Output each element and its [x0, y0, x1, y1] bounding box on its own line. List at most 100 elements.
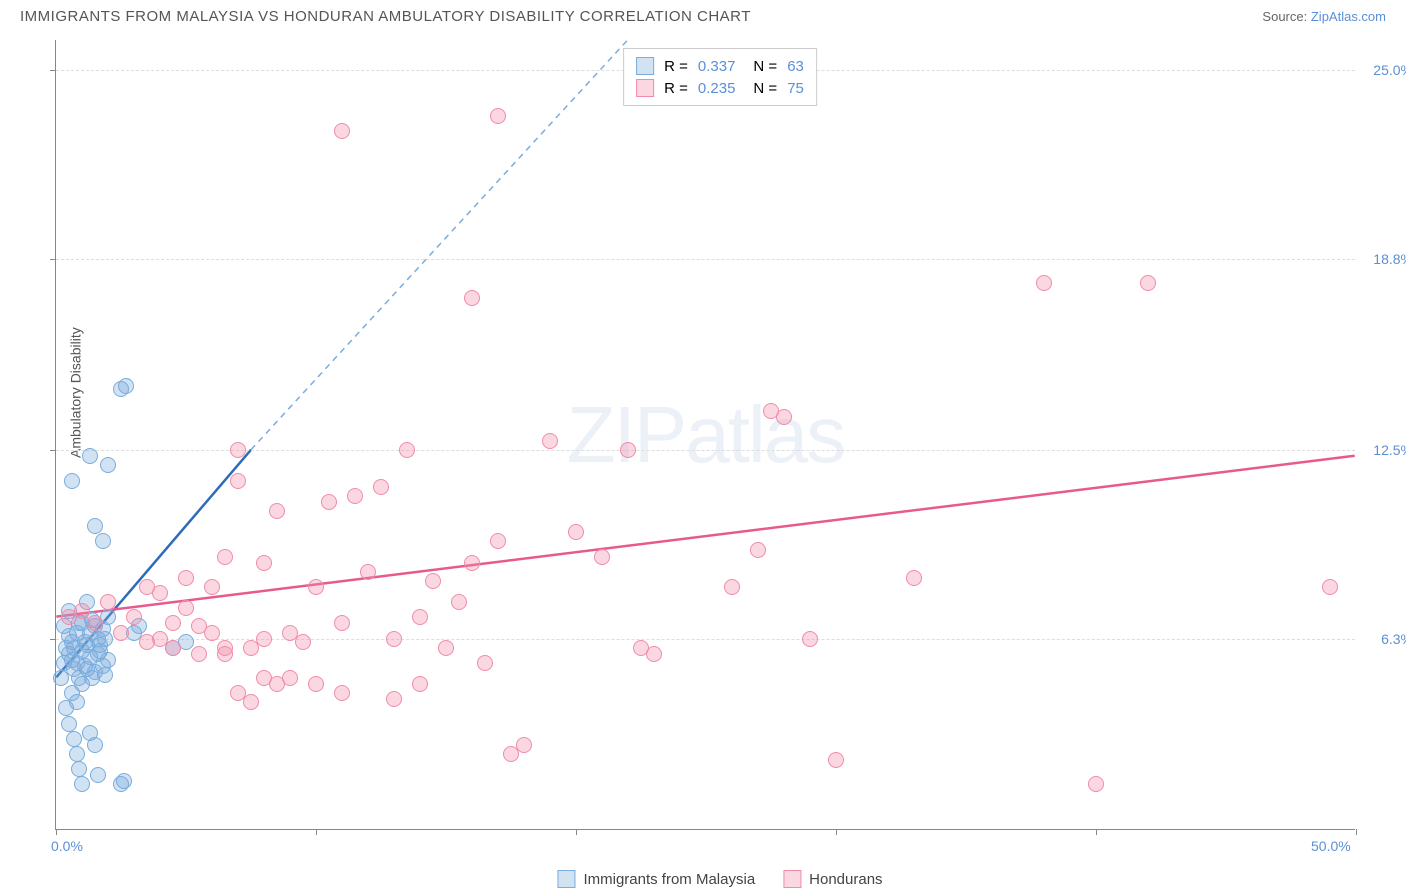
scatter-point [204, 625, 220, 641]
scatter-point [74, 776, 90, 792]
scatter-point [334, 685, 350, 701]
scatter-point [282, 670, 298, 686]
scatter-point [61, 716, 77, 732]
legend-swatch-icon [783, 870, 801, 888]
scatter-point [74, 603, 90, 619]
scatter-point [490, 533, 506, 549]
r-value-2: 0.235 [698, 80, 736, 97]
scatter-point [217, 549, 233, 565]
chart-container: Ambulatory Disability ZIPatlas 6.3%12.5%… [55, 40, 1385, 860]
scatter-point [256, 555, 272, 571]
x-tick [1356, 829, 1357, 835]
scatter-point [71, 761, 87, 777]
scatter-point [308, 676, 324, 692]
scatter-point [95, 533, 111, 549]
grid-line [56, 450, 1355, 451]
y-tick-label: 25.0% [1373, 62, 1406, 78]
scatter-point [100, 457, 116, 473]
scatter-point [178, 570, 194, 586]
scatter-point [568, 524, 584, 540]
legend-stats-row-1: R = 0.337 N = 63 [636, 55, 804, 77]
n-value-1: 63 [787, 58, 804, 75]
n-value-2: 75 [787, 80, 804, 97]
scatter-point [776, 409, 792, 425]
scatter-point [87, 518, 103, 534]
trend-line [56, 456, 1354, 617]
y-tick [50, 639, 56, 640]
scatter-point [217, 640, 233, 656]
y-tick [50, 70, 56, 71]
scatter-point [191, 646, 207, 662]
scatter-point [100, 594, 116, 610]
scatter-point [58, 700, 74, 716]
y-tick [50, 450, 56, 451]
x-tick-label: 50.0% [1311, 838, 1351, 854]
y-tick [50, 259, 56, 260]
scatter-point [620, 442, 636, 458]
scatter-point [100, 652, 116, 668]
scatter-point [1088, 776, 1104, 792]
scatter-point [113, 625, 129, 641]
scatter-point [90, 767, 106, 783]
x-tick [576, 829, 577, 835]
scatter-point [334, 123, 350, 139]
scatter-point [1036, 275, 1052, 291]
legend-stats: R = 0.337 N = 63 R = 0.235 N = 75 [623, 48, 817, 106]
scatter-point [802, 631, 818, 647]
scatter-point [269, 503, 285, 519]
legend-item-hondurans: Hondurans [783, 870, 882, 888]
scatter-point [373, 479, 389, 495]
scatter-point [464, 290, 480, 306]
scatter-point [386, 631, 402, 647]
r-value-1: 0.337 [698, 58, 736, 75]
source-attribution: Source: ZipAtlas.com [1262, 9, 1386, 24]
scatter-point [451, 594, 467, 610]
scatter-point [152, 631, 168, 647]
scatter-point [118, 378, 134, 394]
scatter-point [204, 579, 220, 595]
scatter-point [490, 108, 506, 124]
scatter-point [82, 448, 98, 464]
source-link[interactable]: ZipAtlas.com [1311, 9, 1386, 24]
scatter-point [594, 549, 610, 565]
scatter-point [69, 746, 85, 762]
scatter-point [66, 731, 82, 747]
scatter-point [425, 573, 441, 589]
scatter-point [477, 655, 493, 671]
scatter-point [230, 442, 246, 458]
chart-header: IMMIGRANTS FROM MALAYSIA VS HONDURAN AMB… [0, 0, 1406, 29]
scatter-point [386, 691, 402, 707]
scatter-point [646, 646, 662, 662]
scatter-point [178, 600, 194, 616]
scatter-point [438, 640, 454, 656]
x-tick-label: 0.0% [51, 838, 83, 854]
x-tick [1096, 829, 1097, 835]
scatter-point [165, 615, 181, 631]
scatter-point [126, 609, 142, 625]
legend-series: Immigrants from Malaysia Hondurans [557, 870, 882, 888]
watermark: ZIPatlas [567, 389, 844, 481]
y-tick-label: 12.5% [1373, 442, 1406, 458]
legend-stats-row-2: R = 0.235 N = 75 [636, 77, 804, 99]
scatter-point [399, 442, 415, 458]
legend-swatch-malaysia [636, 57, 654, 75]
scatter-point [334, 615, 350, 631]
plot-area: ZIPatlas 6.3%12.5%18.8%25.0%0.0%50.0% [55, 40, 1355, 830]
scatter-point [139, 579, 155, 595]
y-tick-label: 6.3% [1381, 631, 1406, 647]
scatter-point [295, 634, 311, 650]
x-tick [316, 829, 317, 835]
scatter-point [230, 473, 246, 489]
scatter-point [464, 555, 480, 571]
scatter-point [256, 631, 272, 647]
scatter-point [87, 615, 103, 631]
scatter-point [360, 564, 376, 580]
scatter-point [412, 609, 428, 625]
x-tick [56, 829, 57, 835]
trend-line-extrapolated [251, 40, 628, 450]
scatter-point [1140, 275, 1156, 291]
scatter-point [321, 494, 337, 510]
scatter-point [87, 737, 103, 753]
y-tick-label: 18.8% [1373, 251, 1406, 267]
chart-title: IMMIGRANTS FROM MALAYSIA VS HONDURAN AMB… [20, 8, 751, 25]
